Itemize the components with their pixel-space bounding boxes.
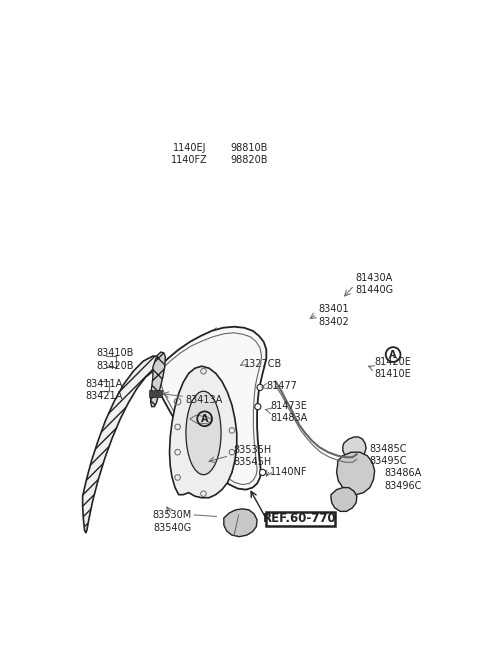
- Polygon shape: [155, 327, 266, 489]
- Text: 98810B
98820B: 98810B 98820B: [230, 143, 268, 165]
- Text: 81430A
81440G: 81430A 81440G: [355, 273, 393, 295]
- Text: A: A: [201, 414, 208, 424]
- Polygon shape: [83, 356, 160, 533]
- Polygon shape: [343, 437, 366, 461]
- Text: 83411A
83421A: 83411A 83421A: [85, 379, 122, 401]
- Polygon shape: [331, 487, 357, 511]
- Ellipse shape: [186, 391, 221, 475]
- Text: 83530M
83540G: 83530M 83540G: [153, 510, 192, 533]
- Text: 1327CB: 1327CB: [244, 359, 282, 369]
- Text: 83401
83402: 83401 83402: [318, 304, 349, 327]
- Polygon shape: [169, 366, 237, 498]
- Text: 81473E
81483A: 81473E 81483A: [270, 401, 307, 423]
- Polygon shape: [224, 509, 257, 537]
- Text: 83413A: 83413A: [185, 395, 222, 405]
- Text: 81477: 81477: [266, 382, 297, 392]
- Circle shape: [260, 469, 266, 476]
- Text: 83535H
83545H: 83535H 83545H: [233, 445, 271, 467]
- Text: 83486A
83496C: 83486A 83496C: [384, 468, 422, 491]
- FancyBboxPatch shape: [149, 390, 162, 397]
- Text: 83410B
83420B: 83410B 83420B: [96, 348, 134, 371]
- Text: 83485C
83495C: 83485C 83495C: [370, 443, 408, 466]
- Text: 81420E
81410E: 81420E 81410E: [374, 357, 411, 379]
- Text: REF.60-770: REF.60-770: [264, 512, 337, 526]
- Text: 1140EJ
1140FZ: 1140EJ 1140FZ: [171, 143, 208, 165]
- Circle shape: [255, 403, 261, 410]
- Text: A: A: [389, 350, 397, 359]
- Polygon shape: [336, 452, 374, 495]
- Text: 1140NF: 1140NF: [270, 467, 308, 478]
- Circle shape: [257, 384, 263, 390]
- Polygon shape: [151, 352, 166, 407]
